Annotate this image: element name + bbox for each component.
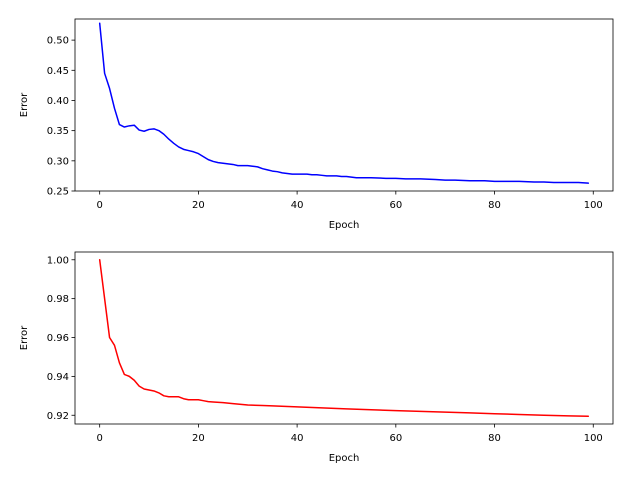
top-x-tick-label: 60 bbox=[389, 200, 402, 211]
bottom-axes-frame bbox=[74, 251, 614, 425]
bottom-x-tick-label: 20 bbox=[192, 433, 205, 444]
bottom-x-tick-label: 80 bbox=[488, 433, 501, 444]
top-x-axis-label: Epoch bbox=[329, 220, 360, 231]
bottom-x-tick-label: 40 bbox=[291, 433, 304, 444]
bottom-y-tick-label: 0.92 bbox=[47, 411, 69, 422]
bottom-y-tick-label: 0.96 bbox=[47, 333, 69, 344]
top-series-line-0 bbox=[98, 22, 590, 184]
top-y-tick-label: 0.35 bbox=[47, 126, 69, 137]
top-x-tick-label: 80 bbox=[488, 200, 501, 211]
top-y-tick-label: 0.50 bbox=[47, 36, 69, 47]
top-x-tick-label: 0 bbox=[96, 200, 102, 211]
bottom-x-axis-label: Epoch bbox=[329, 453, 360, 464]
bottom-x-tick-label: 0 bbox=[96, 433, 102, 444]
top-x-tick-label: 100 bbox=[584, 200, 603, 211]
top-y-tick-label: 0.30 bbox=[47, 156, 69, 167]
bottom-series-line-0 bbox=[98, 259, 590, 417]
top-plot-panel: 0 20 40 60 80 100 0.25 0.30 0.35 0.40 0.45 0.50 Epoc… bbox=[19, 18, 614, 231]
top-y-tick-label: 0.25 bbox=[47, 187, 69, 198]
top-x-tick-label: 40 bbox=[291, 200, 304, 211]
top-x-tick-label: 20 bbox=[192, 200, 205, 211]
bottom-x-tick-label: 100 bbox=[584, 433, 603, 444]
bottom-y-tick-label: 0.94 bbox=[47, 372, 69, 383]
top-axes-frame bbox=[74, 18, 614, 192]
bottom-y-tick-label: 0.98 bbox=[47, 294, 69, 305]
top-y-tick-label: 0.40 bbox=[47, 96, 69, 107]
bottom-x-tick-label: 60 bbox=[389, 433, 402, 444]
bottom-y-tick-label: 1.00 bbox=[47, 255, 69, 266]
bottom-plot-panel: 0 20 40 60 80 100 0.92 0.94 0.96 0.98 1.00 Epoch Err… bbox=[19, 251, 614, 464]
top-y-tick-label: 0.45 bbox=[47, 66, 69, 77]
top-y-axis-label: Error bbox=[19, 92, 30, 117]
bottom-y-axis-label: Error bbox=[19, 325, 30, 350]
